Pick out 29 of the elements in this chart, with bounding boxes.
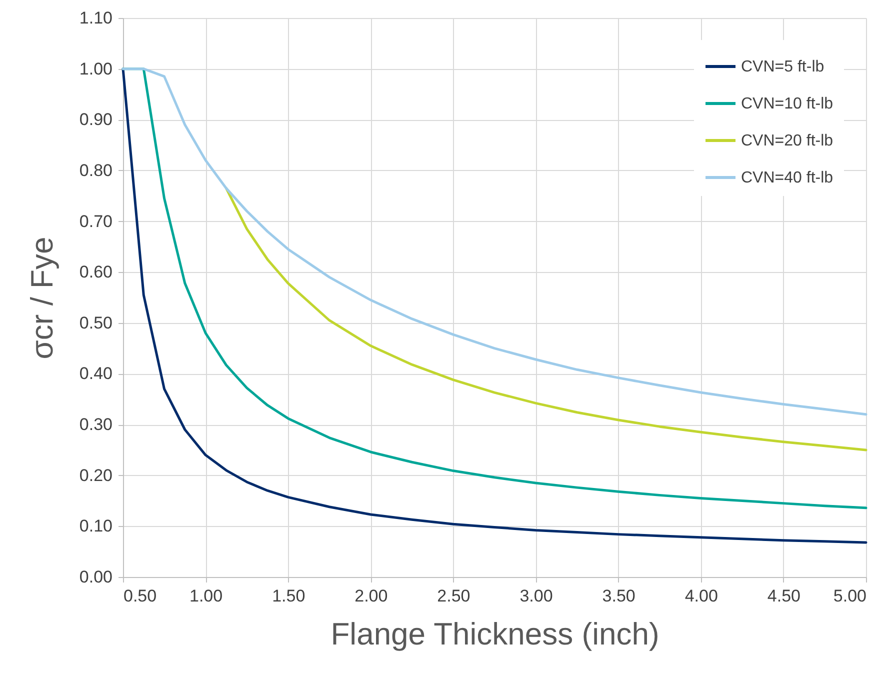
x-tick-label: 0.50 xyxy=(124,586,157,606)
x-tick-label: 1.00 xyxy=(190,586,223,606)
y-tick-label: 0.20 xyxy=(79,466,112,485)
legend-label: CVN=20 ft-lb xyxy=(741,132,834,150)
y-tick-label: 0.50 xyxy=(79,313,112,332)
x-tick-label: 2.00 xyxy=(354,586,388,606)
x-tick-label: 2.50 xyxy=(437,586,470,606)
x-tick-label: 4.50 xyxy=(767,586,800,606)
legend-label: CVN=10 ft-lb xyxy=(741,96,834,112)
line-series xyxy=(224,186,868,452)
x-tick-label: 4.00 xyxy=(684,586,718,606)
y-tick-label: 0.10 xyxy=(79,516,112,536)
y-tick-label: 0.70 xyxy=(79,212,112,231)
x-tick-label: 5.00 xyxy=(833,586,866,606)
y-tick-label: 0.60 xyxy=(79,262,112,282)
y-tick-label: 1.10 xyxy=(79,8,112,28)
x-tick-label: 3.50 xyxy=(602,586,636,606)
y-tick-label: 0.40 xyxy=(79,364,112,384)
legend-label: CVN=40 ft-lb xyxy=(741,170,834,186)
x-tick-label: 1.50 xyxy=(272,586,306,606)
y-tick-label: 0.00 xyxy=(79,568,112,586)
x-tick-label: 3.00 xyxy=(520,586,553,606)
y-tick-label: 0.90 xyxy=(79,110,112,130)
y-tick-label: 0.30 xyxy=(79,415,112,434)
y-tick-label: 0.80 xyxy=(79,160,112,180)
legend-label: CVN=5 ft-lb xyxy=(741,58,824,76)
y-axis-title: σcr / Fye xyxy=(24,236,60,360)
y-tick-label: 1.00 xyxy=(79,59,112,78)
x-axis-title: Flange Thickness (inch) xyxy=(330,616,660,652)
